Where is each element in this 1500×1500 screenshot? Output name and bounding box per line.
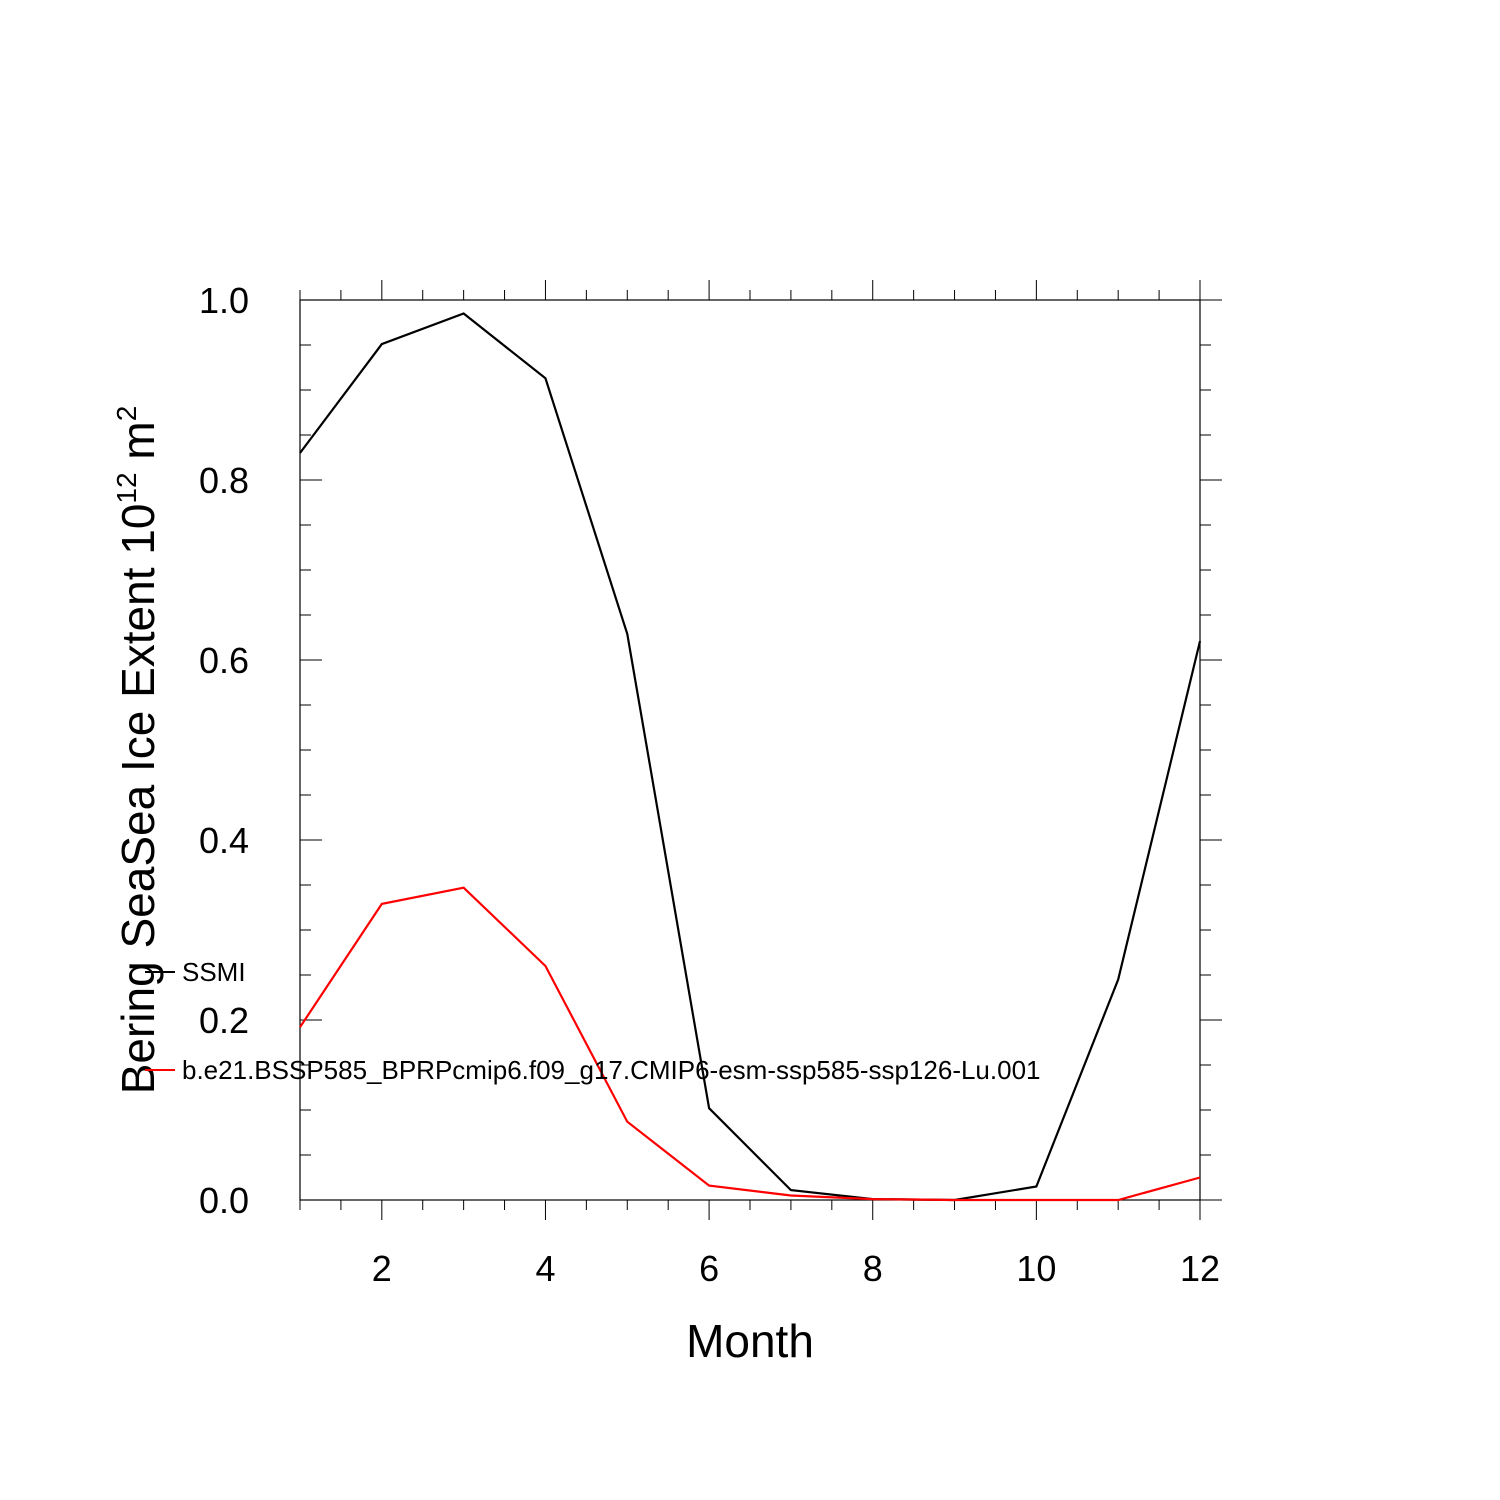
x-tick-label: 10 <box>1016 1248 1056 1289</box>
x-tick-label: 4 <box>535 1248 555 1289</box>
plot-frame <box>299 299 1201 1201</box>
legend-label-model: b.e21.BSSP585_BPRPcmip6.f09_g17.CMIP6-es… <box>182 1055 1041 1085</box>
y-axis-title-unit-exponent: 2 <box>111 406 142 422</box>
tick-marks <box>299 280 1222 1220</box>
series-line-model <box>299 886 1201 1202</box>
y-tick-label: 0.2 <box>199 1000 249 1041</box>
series-line-ssmi <box>299 312 1202 1202</box>
y-axis-title-exponent: 12 <box>111 472 142 503</box>
y-axis-title-unit: m <box>112 421 164 472</box>
x-tick-label: 6 <box>699 1248 719 1289</box>
y-tick-label: 0.8 <box>199 460 249 501</box>
x-axis-title: Month <box>686 1315 814 1367</box>
y-axis-title-main: Bering SeaSea Ice Extent 10 <box>112 504 164 1095</box>
x-tick-label: 12 <box>1180 1248 1220 1289</box>
y-tick-labels: 0.0 0.2 0.4 0.6 0.8 1.0 <box>199 280 249 1221</box>
y-tick-label: 1.0 <box>199 280 249 321</box>
y-tick-label: 0.6 <box>199 640 249 681</box>
series-layer <box>299 312 1202 1202</box>
x-tick-label: 2 <box>372 1248 392 1289</box>
y-tick-label: 0.4 <box>199 820 249 861</box>
x-tick-label: 8 <box>863 1248 883 1289</box>
legend-label-ssmi: SSMI <box>182 957 246 987</box>
y-tick-label: 0.0 <box>199 1180 249 1221</box>
x-tick-labels: 2 4 6 8 10 12 <box>372 1248 1220 1289</box>
legend: SSMI b.e21.BSSP585_BPRPcmip6.f09_g17.CMI… <box>145 957 1041 1085</box>
y-axis-title: Bering SeaSea Ice Extent 1012 m2 <box>111 406 164 1095</box>
